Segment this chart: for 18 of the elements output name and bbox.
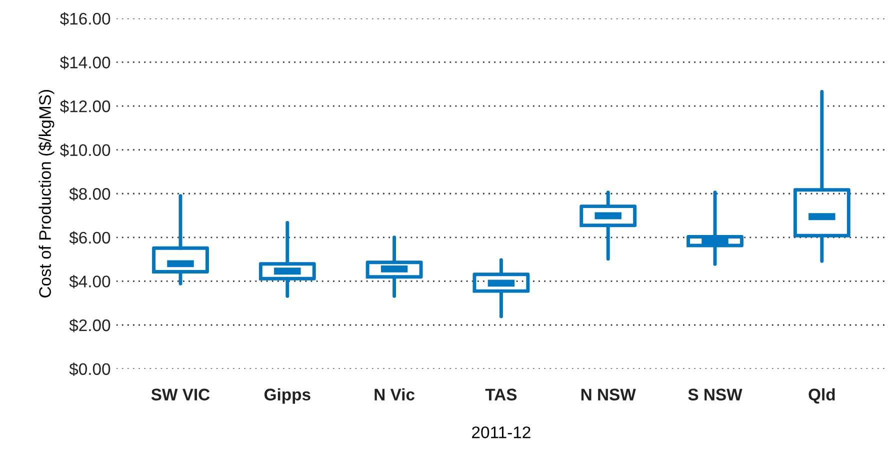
x-tick-label: S NSW bbox=[688, 388, 742, 400]
y-tick-label: $8.00 bbox=[69, 187, 110, 201]
y-axis-title: Cost of Production ($/kgMS) bbox=[38, 90, 54, 298]
y-tick-label: $12.00 bbox=[60, 100, 110, 114]
x-tick-label: TAS bbox=[485, 388, 517, 400]
x-tick-label: N Vic bbox=[374, 388, 415, 400]
y-tick-label: $14.00 bbox=[60, 56, 110, 70]
y-tick-label: $4.00 bbox=[69, 274, 110, 288]
y-tick-label: $16.00 bbox=[60, 12, 110, 26]
y-tick-label: $2.00 bbox=[69, 318, 110, 332]
y-tick-label: $0.00 bbox=[69, 362, 110, 376]
y-tick-label: $10.00 bbox=[60, 144, 110, 158]
x-tick-label: Gipps bbox=[264, 388, 310, 404]
x-tick-label: Qld bbox=[808, 388, 835, 404]
y-tick-label: $6.00 bbox=[69, 231, 110, 245]
x-tick-label: SW VIC bbox=[151, 388, 210, 400]
x-tick-label: N NSW bbox=[581, 388, 636, 400]
x-axis-title: 2011-12 bbox=[472, 426, 530, 438]
